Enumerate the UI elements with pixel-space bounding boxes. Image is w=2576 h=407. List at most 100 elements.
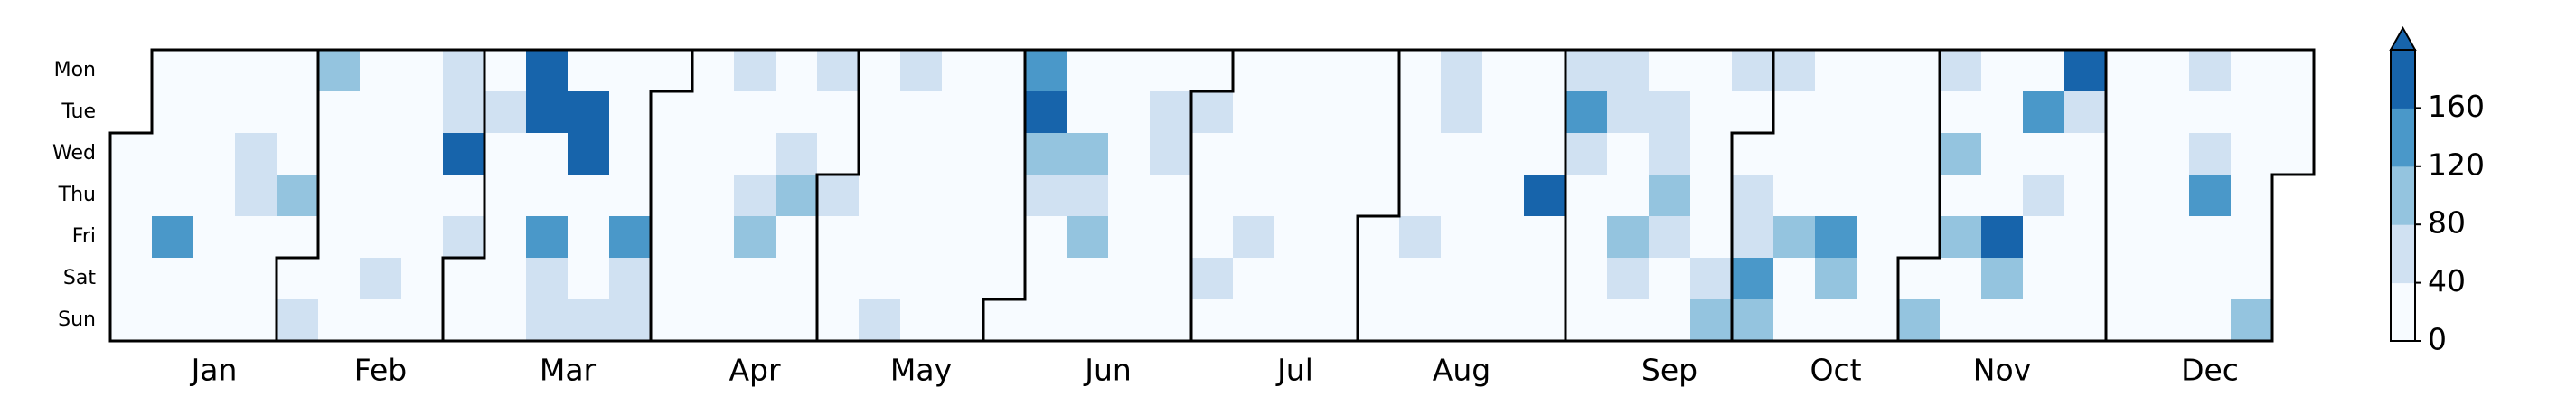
- day-cell: [318, 175, 361, 217]
- day-cell: [692, 175, 735, 217]
- day-cell: [1108, 258, 1151, 300]
- day-cell: [193, 175, 236, 217]
- day-cell: [983, 175, 1026, 217]
- day-cell: [1773, 50, 1816, 92]
- day-cell: [193, 91, 236, 134]
- day-cell: [2189, 175, 2232, 217]
- day-cell: [1815, 258, 1857, 300]
- month-label: Jun: [1083, 353, 1132, 388]
- day-cell: [1150, 258, 1192, 300]
- day-cell: [152, 299, 194, 342]
- day-cell: [2189, 91, 2232, 134]
- day-cell: [2272, 91, 2315, 134]
- day-cell: [360, 91, 402, 134]
- day-cell: [1358, 50, 1400, 92]
- day-cell: [1274, 216, 1317, 259]
- day-cell: [1025, 299, 1067, 342]
- day-cell: [817, 133, 860, 175]
- day-cell: [1108, 133, 1151, 175]
- colorbar-tick-label: 80: [2428, 205, 2466, 241]
- day-cell: [1857, 258, 1899, 300]
- day-cell: [2023, 216, 2065, 259]
- day-cell: [1108, 91, 1151, 134]
- day-label: Wed: [52, 142, 96, 165]
- day-cell: [1732, 133, 1774, 175]
- day-cell: [1940, 216, 1982, 259]
- day-cell: [776, 299, 818, 342]
- day-cell: [1898, 216, 1941, 259]
- day-cell: [2064, 299, 2107, 342]
- day-cell: [1732, 91, 1774, 134]
- day-cell: [1649, 175, 1691, 217]
- day-cell: [2106, 175, 2148, 217]
- month-label: Apr: [729, 353, 781, 388]
- day-cell: [1690, 299, 1733, 342]
- day-cell: [1815, 50, 1857, 92]
- day-cell: [1565, 133, 1608, 175]
- day-cell: [1857, 216, 1899, 259]
- day-cell: [1150, 299, 1192, 342]
- day-cell: [1067, 50, 1109, 92]
- colorbar-segment: [2391, 224, 2415, 284]
- day-cell: [193, 258, 236, 300]
- day-cell: [983, 299, 1026, 342]
- day-cell: [1399, 216, 1442, 259]
- day-cell: [1607, 91, 1650, 134]
- day-cell: [1482, 216, 1525, 259]
- day-cell: [1025, 175, 1067, 217]
- day-cell: [484, 299, 527, 342]
- day-cell: [817, 216, 860, 259]
- day-cell: [1815, 91, 1857, 134]
- day-cell: [1690, 258, 1733, 300]
- day-cell: [776, 50, 818, 92]
- day-cell: [1482, 299, 1525, 342]
- day-cell: [1690, 175, 1733, 217]
- day-cell: [2231, 133, 2273, 175]
- day-cell: [2023, 133, 2065, 175]
- day-cell: [983, 216, 1026, 259]
- day-cell: [1649, 216, 1691, 259]
- day-cell: [1732, 299, 1774, 342]
- day-cell: [193, 299, 236, 342]
- day-cell: [1524, 216, 1566, 259]
- day-cell: [983, 133, 1026, 175]
- day-cell: [651, 133, 693, 175]
- day-cell: [1191, 50, 1234, 92]
- day-cell: [1067, 175, 1109, 217]
- day-cell: [983, 50, 1026, 92]
- day-cell: [1940, 133, 1982, 175]
- day-cell: [776, 133, 818, 175]
- day-cell: [1441, 258, 1483, 300]
- day-cell: [568, 216, 610, 259]
- day-cell: [1274, 299, 1317, 342]
- day-cell: [401, 299, 444, 342]
- day-cell: [2106, 91, 2148, 134]
- day-cell: [1773, 133, 1816, 175]
- day-cell: [2023, 50, 2065, 92]
- day-cell: [443, 299, 485, 342]
- day-cell: [318, 216, 361, 259]
- day-cell: [360, 258, 402, 300]
- day-cell: [277, 91, 319, 134]
- day-cell: [1940, 91, 1982, 134]
- day-cell: [318, 299, 361, 342]
- day-cell: [2064, 216, 2107, 259]
- day-cell: [235, 258, 277, 300]
- day-cell: [1274, 175, 1317, 217]
- day-cell: [1649, 299, 1691, 342]
- day-cell: [1358, 91, 1400, 134]
- day-cell: [2106, 299, 2148, 342]
- day-cell: [1857, 299, 1899, 342]
- day-cell: [1981, 175, 2024, 217]
- day-cell: [1441, 91, 1483, 134]
- day-cell: [651, 299, 693, 342]
- day-cell: [859, 258, 901, 300]
- day-cell: [2148, 258, 2190, 300]
- day-cell: [2064, 50, 2107, 92]
- day-cell: [443, 175, 485, 217]
- day-cell: [1898, 91, 1941, 134]
- day-cell: [1441, 299, 1483, 342]
- day-cell: [1316, 91, 1359, 134]
- day-cell: [1150, 91, 1192, 134]
- day-cell: [1191, 299, 1234, 342]
